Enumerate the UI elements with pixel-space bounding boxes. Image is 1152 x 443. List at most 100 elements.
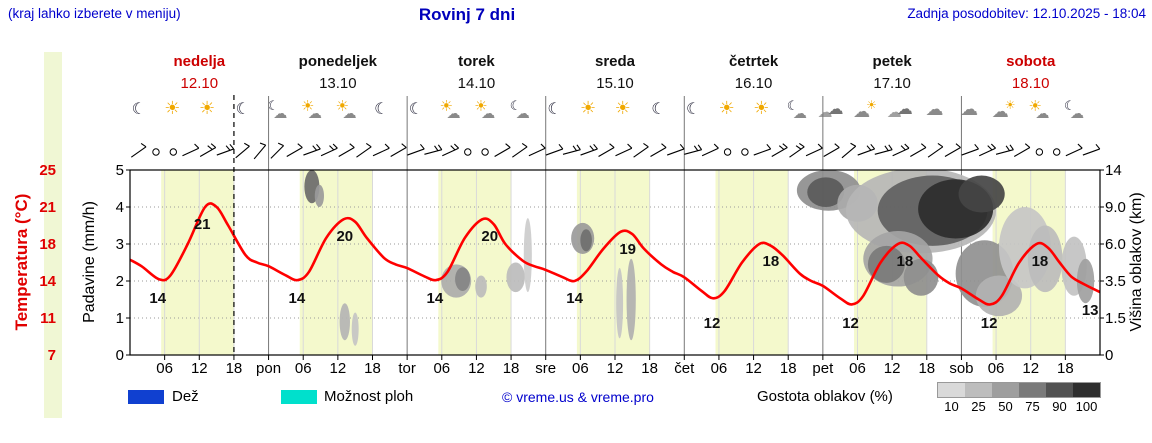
cloud-glyph: ☁ <box>792 106 807 122</box>
moon-glyph: ☾ <box>267 99 279 114</box>
cloud-glyph: ☁ <box>960 99 979 120</box>
cloud-height-tick: 3.5 <box>1105 273 1126 290</box>
cloud-icon: ☁ <box>920 98 950 126</box>
moon-cloud-icon: ☾ ☁ <box>262 98 292 126</box>
cloud-sun-icon: ☀ ☁ <box>851 98 881 126</box>
time-axis-label: 12 <box>883 360 901 377</box>
sun-glyph: ☀ <box>1028 97 1042 115</box>
cloud-glyph: ☁ <box>307 106 322 122</box>
precip-tick: 1 <box>115 310 124 327</box>
density-box <box>1019 383 1046 397</box>
moon-glyph: ☾ <box>1064 99 1076 114</box>
sun-cloud-icon: ☀ ☁ <box>470 98 500 126</box>
temperature-axis-strip <box>44 52 62 418</box>
temperature-label: 14 <box>288 290 306 307</box>
moon-cloud-icon: ☾ ☁ <box>505 98 535 126</box>
precip-tick: 5 <box>115 162 124 179</box>
day-date: 14.10 <box>457 75 496 92</box>
cloud-glyph: ☁ <box>446 106 461 122</box>
showers-label: Možnost ploh <box>324 388 414 405</box>
rain-label: Dež <box>172 388 199 405</box>
sun-icon: ☀ <box>609 98 639 126</box>
last-updated: Zadnja posodobitev: 12.10.2025 - 18:04 <box>907 6 1146 21</box>
temperature-label: 13 <box>1081 302 1099 320</box>
cloud-glyph: ☁ <box>1035 106 1050 122</box>
density-box <box>938 383 965 397</box>
day-date: 13.10 <box>319 75 357 92</box>
time-axis-label: 18 <box>641 360 658 377</box>
temperature-label: 12 <box>980 314 998 332</box>
moon-glyph: ☾ <box>547 99 562 118</box>
day-name: ponedeljek <box>298 53 378 70</box>
sun-cloud-icon: ☀ ☁ <box>1024 98 1054 126</box>
temperature-axis-label: Temperatura (°C) <box>12 193 31 331</box>
cloud-sun-icon: ☀ ☁ <box>990 98 1020 126</box>
cloud-glyph: ☁ <box>896 99 913 118</box>
sun-glyph: ☀ <box>753 98 770 119</box>
cloud-glyph: ☁ <box>342 106 357 122</box>
cloud-density-scale <box>937 382 1101 398</box>
showers-swatch <box>281 390 317 404</box>
density-value: 50 <box>998 399 1013 414</box>
sun-icon: ☀ <box>158 98 188 126</box>
cloud-cover-areas <box>304 170 1095 346</box>
sun-icon: ☀ <box>713 98 743 126</box>
time-axis-label: 12 <box>190 360 208 377</box>
sun-glyph: ☀ <box>866 98 877 112</box>
time-axis-label: 06 <box>572 360 589 377</box>
time-axis-label: 06 <box>294 360 312 377</box>
time-axis-label: 18 <box>779 360 797 377</box>
temperature-tick: 18 <box>39 236 56 253</box>
precip-tick: 0 <box>115 347 124 364</box>
sun-glyph: ☀ <box>718 98 735 119</box>
time-axis-label: 12 <box>1022 360 1040 377</box>
location-hint: (kraj lahko izberete v meniju) <box>8 6 181 21</box>
temperature-label: 18 <box>762 253 780 270</box>
temperature-label: 21 <box>193 216 211 233</box>
time-axis-label: 18 <box>918 360 936 377</box>
copyright-link[interactable]: © vreme.us & vreme.pro <box>502 389 654 405</box>
temperature-tick: 7 <box>47 347 56 364</box>
sun-cloud-icon: ☀ ☁ <box>297 98 327 126</box>
rain-swatch <box>128 390 164 404</box>
temperature-label: 14 <box>149 290 167 307</box>
density-value: 10 <box>944 399 959 414</box>
day-name: četrtek <box>728 53 779 70</box>
cloud-glyph: ☁ <box>925 99 944 120</box>
plot-frame <box>126 169 1104 360</box>
temperature-tick: 21 <box>39 199 56 216</box>
temperature-tick: 11 <box>40 310 56 327</box>
time-axis-label: 12 <box>745 360 762 377</box>
cloud-glyph: ☁ <box>817 103 833 121</box>
moon-glyph: ☾ <box>685 99 701 118</box>
cloud-glyph: ☁ <box>853 102 871 122</box>
time-axis-label: 18 <box>502 360 520 377</box>
moon-icon: ☾ <box>366 98 396 126</box>
sun-cloud-icon: ☀ ☁ <box>435 98 465 126</box>
cloud-height-tick: 6.0 <box>1105 236 1126 253</box>
sun-glyph: ☀ <box>474 97 488 115</box>
precip-tick: 3 <box>115 236 124 253</box>
moon-glyph: ☾ <box>374 99 389 118</box>
time-axis-label: 06 <box>987 360 1005 377</box>
sun-glyph: ☀ <box>1004 98 1016 112</box>
day-date: 17.10 <box>873 75 911 92</box>
time-axis-label: 06 <box>849 360 866 377</box>
sun-icon: ☀ <box>747 98 777 126</box>
moon-cloud-icon: ☾ ☁ <box>1059 98 1089 126</box>
precip-tick: 2 <box>115 273 124 290</box>
temperature-tick: 14 <box>39 273 56 290</box>
cloud-height-tick: 9.0 <box>1105 199 1126 216</box>
temperature-label: 19 <box>619 240 637 258</box>
density-box <box>1073 383 1100 397</box>
cloud-glyph: ☁ <box>886 103 902 121</box>
time-axis-label: 18 <box>225 360 243 377</box>
temperature-label: 12 <box>842 314 859 332</box>
cloud-height-tick: 0 <box>1105 347 1114 364</box>
sun-cloud-icon: ☀ ☁ <box>332 98 362 126</box>
sun-glyph: ☀ <box>439 97 453 115</box>
time-axis-label: tor <box>398 360 416 377</box>
sun-glyph: ☀ <box>300 97 315 115</box>
day-name: sobota <box>1006 53 1056 70</box>
